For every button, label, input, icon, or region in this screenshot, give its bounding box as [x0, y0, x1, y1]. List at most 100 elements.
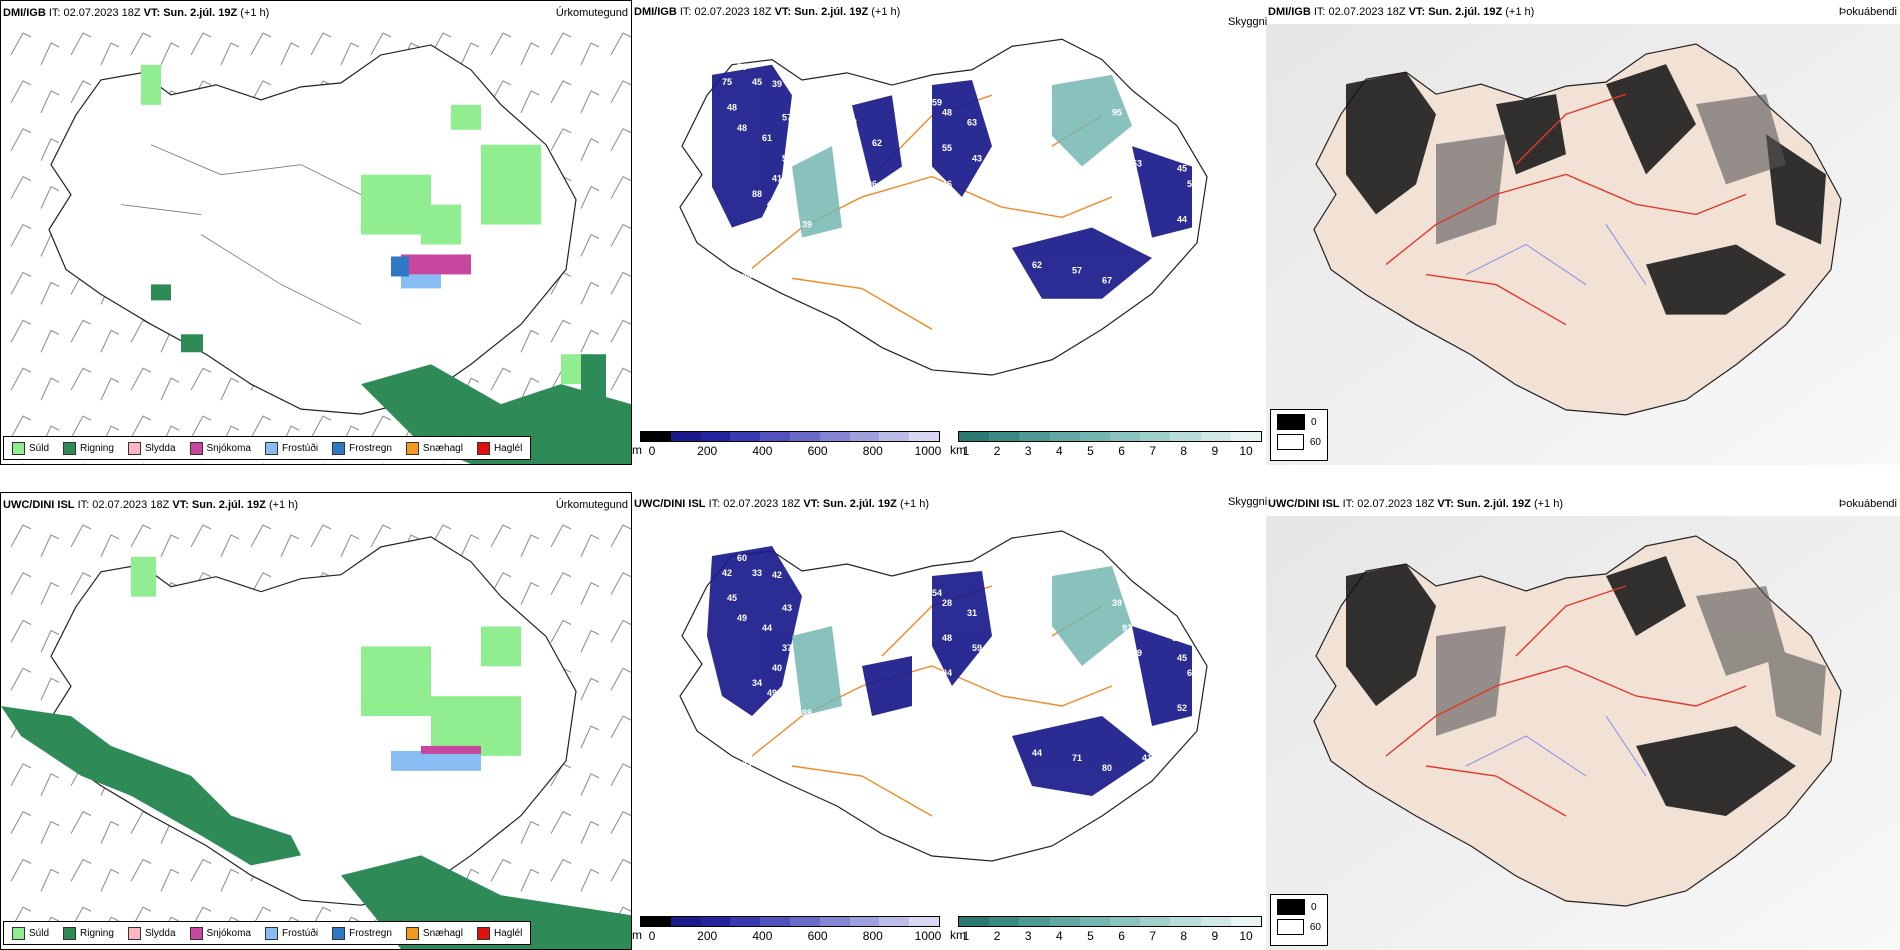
visibility-value-label: 62 — [1032, 260, 1042, 270]
visibility-value-label: 43 — [847, 608, 857, 618]
legend-label: Snjókoma — [206, 927, 251, 939]
visibility-value-label: 49 — [767, 688, 777, 698]
visibility-value-label: 100 — [1157, 743, 1172, 753]
visibility-value-label: 61 — [762, 133, 772, 143]
scale-tick: 7 — [1149, 929, 1156, 943]
legend-label: Snjókoma — [206, 442, 251, 454]
visibility-map: 70 75 45 39 48 57 48 61 53 41 88 46 39 52 33 62 46 59 42 48… — [632, 24, 1266, 431]
product-name: Þokuábendi — [1838, 6, 1897, 18]
scale-step — [849, 432, 880, 441]
scale-step — [760, 432, 790, 441]
visibility-value-label: 123 — [1042, 219, 1057, 229]
visibility-value-label: 43 — [1192, 199, 1202, 209]
precip-type-panel-dmi: DMI/IGB IT: 02.07.2023 18Z VT: Sun. 2.jú… — [0, 0, 632, 465]
visibility-value-label: 75 — [722, 77, 732, 87]
scale-step — [730, 432, 761, 441]
scale-step — [789, 917, 820, 926]
scale-step — [1049, 917, 1080, 926]
skyggni-label: Skyggni — [1228, 16, 1268, 28]
fog-legend-label: 60 — [1309, 436, 1321, 448]
scale-tick: 1000 — [914, 929, 942, 943]
visibility-value-label: 39 — [1112, 598, 1122, 608]
scale-tick: 0 — [648, 444, 656, 458]
visibility-value-label: 61 — [872, 250, 882, 260]
scale-step — [1079, 917, 1111, 926]
scale-step — [1110, 432, 1141, 441]
init-time: IT: 02.07.2023 18Z — [1313, 6, 1406, 18]
init-time: IT: 02.07.2023 18Z — [708, 498, 801, 510]
scale-step — [1049, 432, 1080, 441]
scale-step — [819, 917, 850, 926]
scale-tick: 7 — [1149, 444, 1156, 458]
visibility-value-label: 75 — [802, 291, 812, 301]
scale-tick: 8 — [1180, 929, 1188, 943]
visibility-value-label: 37 — [782, 643, 792, 653]
legend-item: Snjókoma — [189, 441, 251, 455]
scale-tick: 3 — [1024, 444, 1032, 458]
scale-step — [1019, 432, 1050, 441]
visibility-value-label: 33 — [752, 568, 762, 578]
legend-swatch — [264, 926, 278, 940]
legend-swatch — [127, 926, 141, 940]
product-name: Úrkomutegund — [555, 499, 628, 511]
scale-tick: 400 — [752, 444, 773, 458]
visibility-value-label: 31 — [967, 608, 977, 618]
visibility-value-label: 28 — [942, 598, 952, 608]
scale-step — [1200, 917, 1231, 926]
visibility-value-label: 45 — [727, 593, 737, 603]
scale-tick: 5 — [1087, 929, 1094, 943]
visibility-value-label: 53 — [782, 153, 792, 163]
scale-step — [670, 917, 701, 926]
legend-label: Snæhagl — [422, 927, 463, 939]
model-name: DMI/IGB — [1268, 6, 1311, 18]
legend-swatch — [264, 441, 278, 455]
visibility-map: 60 42 33 42 45 43 49 44 37 40 34 49 98 40 43 82 45 54 34 28… — [632, 516, 1266, 916]
scale-tick: 8 — [1180, 444, 1188, 458]
lead-time: (+1 h) — [1505, 6, 1535, 18]
panel-title: DMI/IGB IT: 02.07.2023 18Z VT: Sun. 2.jú… — [1266, 0, 1900, 24]
fog-index-map — [1266, 516, 1900, 950]
scale-step — [879, 917, 910, 926]
visibility-value-label: 48 — [942, 633, 952, 643]
legend-swatch — [476, 926, 490, 940]
legend-label: Rigning — [80, 442, 114, 454]
init-time: IT: 02.07.2023 18Z — [679, 6, 772, 18]
visibility-value-label: 59 — [932, 97, 942, 107]
valid-time: VT: Sun. 2.júl. 19Z — [143, 7, 238, 19]
panel-title: DMI/IGB IT: 02.07.2023 18Z VT: Sun. 2.jú… — [1, 1, 631, 25]
visibility-value-label: 70 — [737, 62, 747, 72]
legend-swatch — [12, 441, 25, 455]
scale-tick: 1 — [962, 929, 970, 943]
visibility-value-label: 48 — [1192, 688, 1202, 698]
legend-label: Slydda — [144, 927, 176, 939]
visibility-value-label: 106 — [862, 179, 877, 189]
scale-tick: 5 — [1087, 444, 1094, 458]
visibility-value-label: 57 — [1072, 265, 1082, 275]
scale-tick: 1 — [962, 444, 970, 458]
fog-legend-swatch — [1277, 434, 1304, 450]
legend-item: Frostúði — [264, 441, 318, 455]
visibility-value-label: 44 — [762, 623, 772, 633]
visibility-value-label: 65 — [1142, 265, 1152, 275]
visibility-value-label: 59 — [972, 643, 982, 653]
model-name: UWC/DINI ISL — [1268, 498, 1340, 510]
visibility-value-label: 55 — [942, 143, 952, 153]
visibility-value-label: 62 — [1157, 255, 1167, 265]
visibility-value-label: 52 — [772, 235, 782, 245]
visibility-value-label: 34 — [752, 678, 762, 688]
legend-item: Haglél — [476, 441, 522, 455]
panel-title: UWC/DINI ISL IT: 02.07.2023 18Z VT: Sun.… — [1266, 492, 1900, 516]
scale-tick: 2 — [993, 929, 1001, 943]
scale-step — [1140, 917, 1171, 926]
visibility-value-label: 95 — [1112, 108, 1122, 118]
visibility-value-label: 57 — [1167, 235, 1177, 245]
fog-legend-item: 60 — [1271, 915, 1327, 935]
legend-item: Frostúði — [264, 926, 318, 940]
scale-step — [1230, 432, 1262, 441]
scale-step — [1170, 917, 1201, 926]
scale-tick: 800 — [862, 929, 883, 943]
visibility-value-label: 54 — [1187, 179, 1197, 189]
scale-step — [641, 432, 671, 441]
visibility-value-label: 48 — [727, 102, 737, 112]
legend-label: Súld — [29, 442, 50, 454]
